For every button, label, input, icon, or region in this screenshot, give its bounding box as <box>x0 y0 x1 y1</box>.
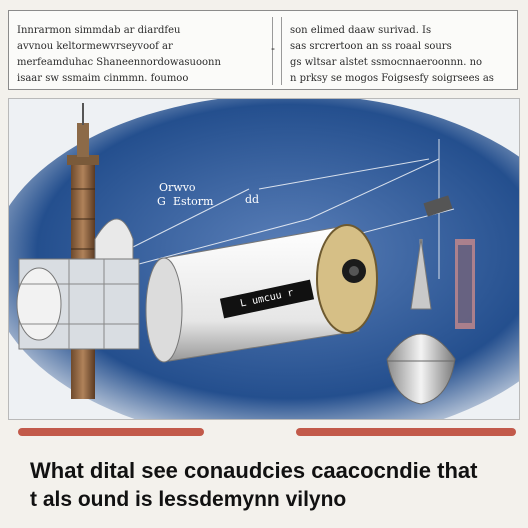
header-left-line: Innrarmon simmdab ar diardfeu <box>17 25 181 36</box>
annotation-text: Estorm <box>173 195 214 208</box>
divider-bar-left <box>18 428 204 436</box>
dome-module <box>16 218 140 350</box>
divider-bar-right <box>296 428 516 436</box>
caption-panel: What dital see conaudcies caacocndie tha… <box>0 444 528 528</box>
descent-pod <box>386 195 456 405</box>
header-right-line: n prksy se mogos Foigsesfy soigrsees as <box>290 73 494 84</box>
header-right-line: gs wltsar alstet ssmocnnaeroonnn. no <box>290 57 483 68</box>
header-text-panel: Innrarmon simmdab ar diardfeu avvnou kel… <box>8 10 518 90</box>
illustration-canvas: Orwvo G Estorm dd <box>9 99 519 419</box>
construction-lines <box>128 139 455 279</box>
header-right-column: son elimed daaw surivad. Is sas srcrerto… <box>281 17 519 85</box>
annotation-text: G <box>157 195 166 208</box>
side-label-tag <box>455 239 475 329</box>
annotation-text: dd <box>245 193 259 206</box>
space-station-illustration: Orwvo G Estorm dd <box>8 98 520 420</box>
annotation-group: Orwvo G Estorm dd <box>157 181 259 208</box>
annotation-text: Orwvo <box>159 181 196 194</box>
caption-line: What dital see conaudcies caacocndie tha… <box>30 458 478 483</box>
caption-line: t als ound is lessdemynn vilyno <box>30 488 347 511</box>
header-left-line: merfeamduhac Shaneennordowasuoonn <box>17 57 221 68</box>
header-separator: - <box>271 41 275 55</box>
header-left-line: isaar sw ssmaim cinmmn. foumoo <box>17 73 189 84</box>
header-left-line: avvnou keltormewvrseyvoof ar <box>17 41 173 52</box>
header-right-line: sas srcrertoon an ss roaal sours <box>290 41 452 52</box>
header-right-line: son elimed daaw surivad. Is <box>290 25 432 36</box>
header-left-column: Innrarmon simmdab ar diardfeu avvnou kel… <box>9 17 273 85</box>
